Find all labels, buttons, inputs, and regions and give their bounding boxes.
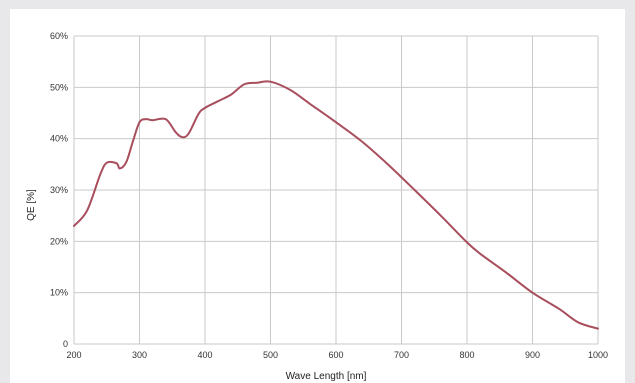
x-tick-label-800: 800 <box>459 350 474 360</box>
y-axis-title: QE [%] <box>26 189 37 221</box>
qe-series-line <box>73 80 599 330</box>
x-tick-label-1000: 1000 <box>588 350 608 360</box>
y-tick-labels: 0 10% 20% 30% 40% 50% 60% <box>50 31 68 349</box>
y-tick-label-30: 30% <box>50 185 68 195</box>
x-tick-labels: 200 300 400 500 600 700 800 900 1000 <box>66 350 608 360</box>
x-tick-label-700: 700 <box>394 350 409 360</box>
qe-line-chart: 200 300 400 500 600 700 800 900 1000 0 10% 20% 30% 4… <box>26 31 608 382</box>
y-tick-label-60: 60% <box>50 31 68 41</box>
y-tick-label-10: 10% <box>50 288 68 298</box>
x-axis-title: Wave Length [nm] <box>286 371 367 382</box>
chart-panel: 200 300 400 500 600 700 800 900 1000 0 10% 20% 30% 4… <box>10 9 625 383</box>
y-tick-label-20: 20% <box>50 236 68 246</box>
y-tick-label-50: 50% <box>50 82 68 92</box>
x-tick-label-300: 300 <box>132 350 147 360</box>
series-layer <box>73 80 599 330</box>
x-tick-label-900: 900 <box>525 350 540 360</box>
y-tick-label-0: 0 <box>63 339 68 349</box>
horizontal-gridlines <box>74 35 598 345</box>
x-tick-label-500: 500 <box>263 350 278 360</box>
y-tick-label-40: 40% <box>50 134 68 144</box>
x-tick-label-600: 600 <box>328 350 343 360</box>
x-tick-label-200: 200 <box>66 350 81 360</box>
x-tick-label-400: 400 <box>197 350 212 360</box>
